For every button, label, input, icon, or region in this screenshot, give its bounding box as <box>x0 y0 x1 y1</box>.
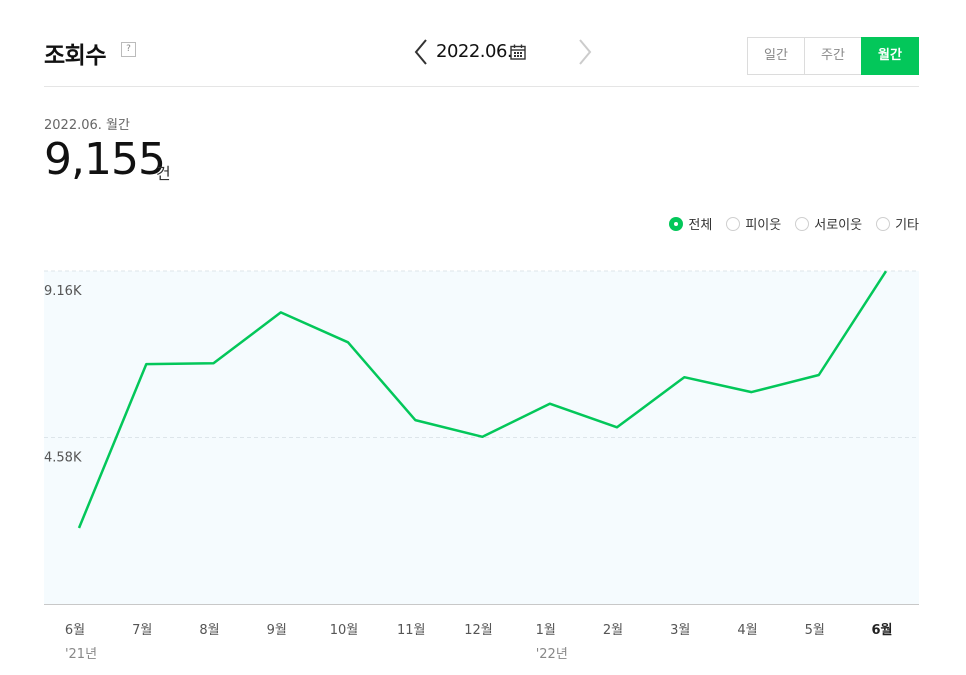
x-tick-label: 9월 <box>267 623 287 638</box>
total-views: 9,155 <box>44 134 166 185</box>
x-tick-label: 3월 <box>670 623 690 638</box>
x-tick-label: 11월 <box>397 623 426 638</box>
x-tick-label: 7월 <box>132 623 152 638</box>
x-tick-label: 8월 <box>199 623 219 638</box>
calendar-icon[interactable] <box>510 44 526 60</box>
x-tick-label: 2월 <box>603 623 623 638</box>
filter-label: 서로이웃 <box>814 218 863 233</box>
filter-neighbor[interactable]: 피이웃 <box>726 214 781 233</box>
radio-icon <box>876 216 891 231</box>
series-line-total <box>77 270 888 529</box>
x-tick-label: 4월 <box>737 623 757 638</box>
chevron-left-icon <box>414 39 427 65</box>
current-date: 2022.06. <box>436 41 513 62</box>
next-period-button[interactable] <box>578 38 592 66</box>
year-label: '22년 <box>536 647 568 662</box>
filter-label: 전체 <box>688 218 713 233</box>
y-tick-label: 4.58K <box>44 451 82 466</box>
x-tick-label: 12월 <box>464 623 493 638</box>
x-tick-label: 10월 <box>330 623 359 638</box>
tab-monthly[interactable]: 월간 <box>861 37 919 75</box>
x-tick-label: 5월 <box>805 623 825 638</box>
period-label: 2022.06. 월간 <box>44 118 130 133</box>
x-tick-label: 6월 <box>65 623 85 638</box>
total-unit: 건 <box>156 164 171 183</box>
radio-icon <box>795 216 810 231</box>
page-title: 조회수 <box>44 43 106 69</box>
year-label: '21년 <box>65 647 97 662</box>
radio-icon <box>726 216 741 231</box>
x-tick-label: 1월 <box>536 623 556 638</box>
y-tick-label: 9.16K <box>44 284 82 299</box>
filter-mutual-neighbor[interactable]: 서로이웃 <box>795 214 862 233</box>
chevron-right-icon <box>579 39 592 65</box>
x-tick-label: 6월 <box>871 622 892 638</box>
stats-header: 조회수 ? 2022.06. 일간 주간 월간 <box>44 36 919 87</box>
radio-icon <box>669 216 684 231</box>
tab-daily[interactable]: 일간 <box>747 37 805 75</box>
filter-all[interactable]: 전체 <box>669 214 712 233</box>
filter-label: 기타 <box>895 218 919 233</box>
prev-period-button[interactable] <box>414 38 428 66</box>
period-tabs: 일간 주간 월간 <box>747 37 919 75</box>
help-icon[interactable]: ? <box>121 42 136 57</box>
filter-label: 피이웃 <box>745 218 782 233</box>
series-filter: 전체 피이웃 서로이웃 기타 <box>655 214 919 233</box>
filter-other[interactable]: 기타 <box>876 214 919 233</box>
